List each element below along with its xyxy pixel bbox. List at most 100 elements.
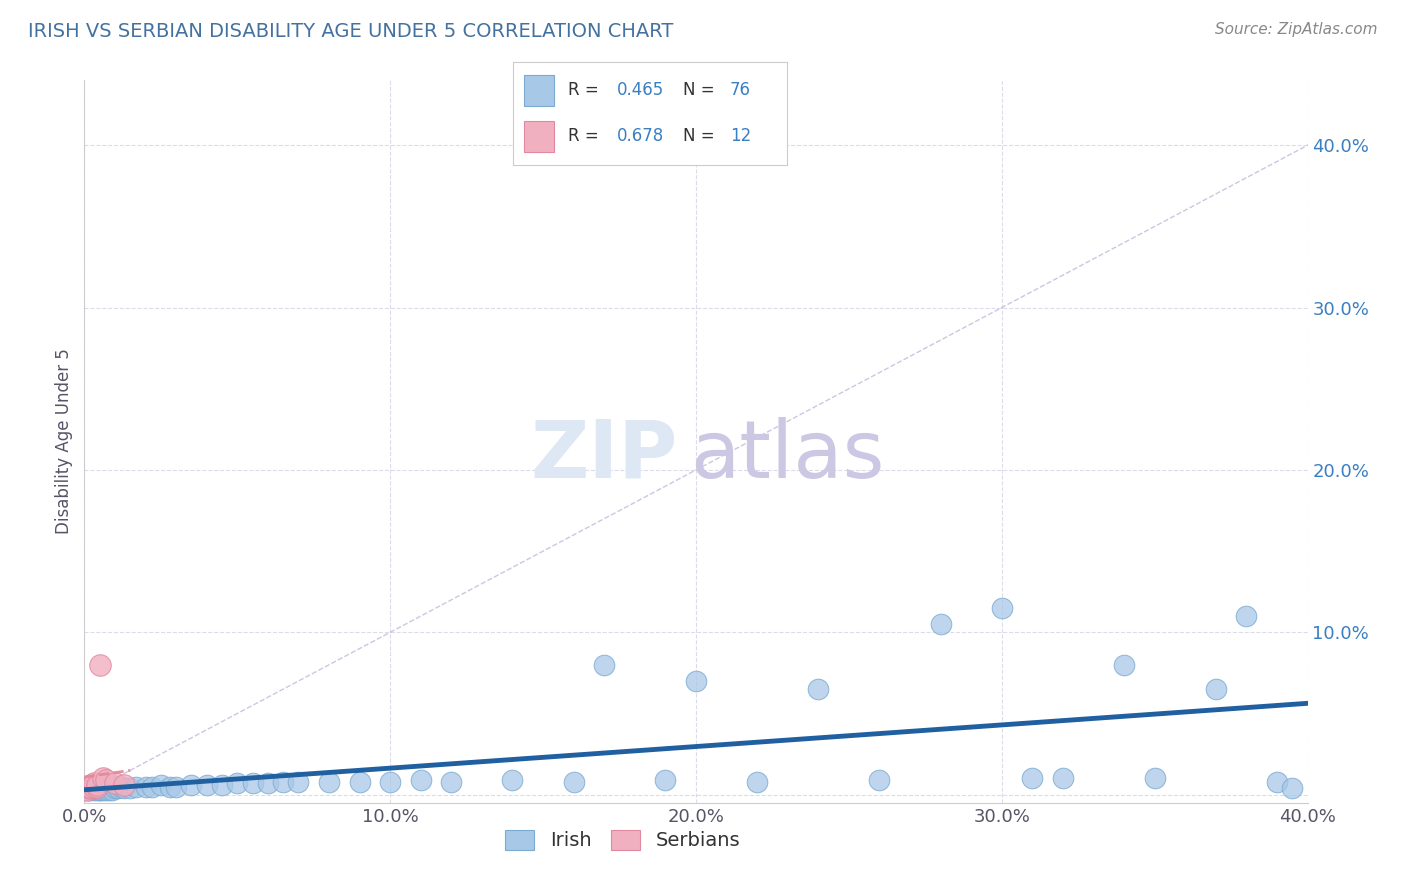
Point — [211, 778, 233, 792]
Point — [83, 782, 105, 797]
Point — [101, 782, 124, 797]
Point — [101, 780, 124, 794]
Point — [89, 657, 111, 672]
Point — [271, 774, 294, 789]
Point — [562, 774, 585, 789]
Point — [89, 778, 111, 792]
Text: Source: ZipAtlas.com: Source: ZipAtlas.com — [1215, 22, 1378, 37]
Point — [349, 774, 371, 789]
Point — [94, 782, 117, 797]
Point — [91, 772, 114, 786]
Point — [79, 778, 101, 792]
Point — [125, 780, 148, 794]
Text: 0.465: 0.465 — [617, 81, 665, 99]
Point — [242, 776, 264, 790]
Y-axis label: Disability Age Under 5: Disability Age Under 5 — [55, 349, 73, 534]
Point — [83, 778, 105, 792]
Point — [101, 781, 124, 796]
Point — [94, 773, 117, 788]
Point — [86, 780, 108, 794]
Point — [89, 781, 111, 796]
Point — [97, 782, 120, 797]
Text: 76: 76 — [730, 81, 751, 99]
Point — [91, 778, 114, 792]
Point — [86, 781, 108, 796]
Point — [110, 780, 132, 794]
Point — [120, 781, 142, 796]
Legend: Irish, Serbians: Irish, Serbians — [498, 822, 748, 858]
Point — [94, 780, 117, 794]
Point — [107, 781, 129, 796]
Point — [91, 780, 114, 794]
Point — [409, 773, 432, 788]
Point — [654, 773, 676, 788]
Point — [79, 782, 101, 797]
Point — [91, 781, 114, 796]
Text: 12: 12 — [730, 128, 751, 145]
Point — [1143, 772, 1166, 786]
Point — [76, 780, 98, 794]
Point — [226, 776, 249, 790]
Point — [929, 617, 952, 632]
Text: ZIP: ZIP — [530, 417, 678, 495]
Point — [112, 778, 135, 792]
Point — [104, 776, 127, 790]
Text: R =: R = — [568, 128, 605, 145]
Point — [79, 781, 101, 796]
Point — [104, 781, 127, 796]
Point — [94, 781, 117, 796]
Point — [440, 774, 463, 789]
Text: N =: N = — [683, 128, 720, 145]
Point — [83, 780, 105, 794]
Point — [991, 601, 1014, 615]
Bar — [524, 75, 554, 105]
Point — [89, 782, 111, 797]
Point — [180, 778, 202, 792]
Point — [86, 782, 108, 797]
Point — [83, 780, 105, 794]
Point — [869, 773, 891, 788]
Point — [149, 778, 172, 792]
Text: IRISH VS SERBIAN DISABILITY AGE UNDER 5 CORRELATION CHART: IRISH VS SERBIAN DISABILITY AGE UNDER 5 … — [28, 22, 673, 41]
Text: R =: R = — [568, 81, 605, 99]
Point — [79, 780, 101, 794]
Point — [1021, 772, 1043, 786]
Point — [685, 673, 707, 688]
Point — [86, 778, 108, 792]
Point — [97, 778, 120, 792]
Point — [1205, 682, 1227, 697]
Point — [165, 780, 187, 794]
Point — [97, 781, 120, 796]
Point — [83, 776, 105, 790]
Point — [104, 780, 127, 794]
Point — [257, 776, 280, 790]
Text: atlas: atlas — [690, 417, 884, 495]
Point — [380, 774, 402, 789]
Point — [1281, 781, 1303, 796]
Point — [195, 778, 218, 792]
Point — [593, 657, 616, 672]
Point — [1236, 609, 1258, 624]
Point — [76, 782, 98, 797]
Point — [1114, 657, 1136, 672]
Point — [1265, 774, 1288, 789]
Point — [159, 780, 181, 794]
Point — [112, 781, 135, 796]
Bar — [524, 121, 554, 152]
Point — [318, 774, 340, 789]
Point — [89, 782, 111, 797]
Point — [79, 781, 101, 796]
Point — [141, 780, 163, 794]
Point — [86, 780, 108, 794]
Text: 0.678: 0.678 — [617, 128, 665, 145]
Point — [287, 774, 309, 789]
Point — [83, 781, 105, 796]
Text: N =: N = — [683, 81, 720, 99]
Point — [86, 778, 108, 792]
Point — [76, 782, 98, 797]
Point — [502, 773, 524, 788]
Point — [747, 774, 769, 789]
Point — [91, 782, 114, 797]
Point — [807, 682, 830, 697]
Point — [1052, 772, 1074, 786]
